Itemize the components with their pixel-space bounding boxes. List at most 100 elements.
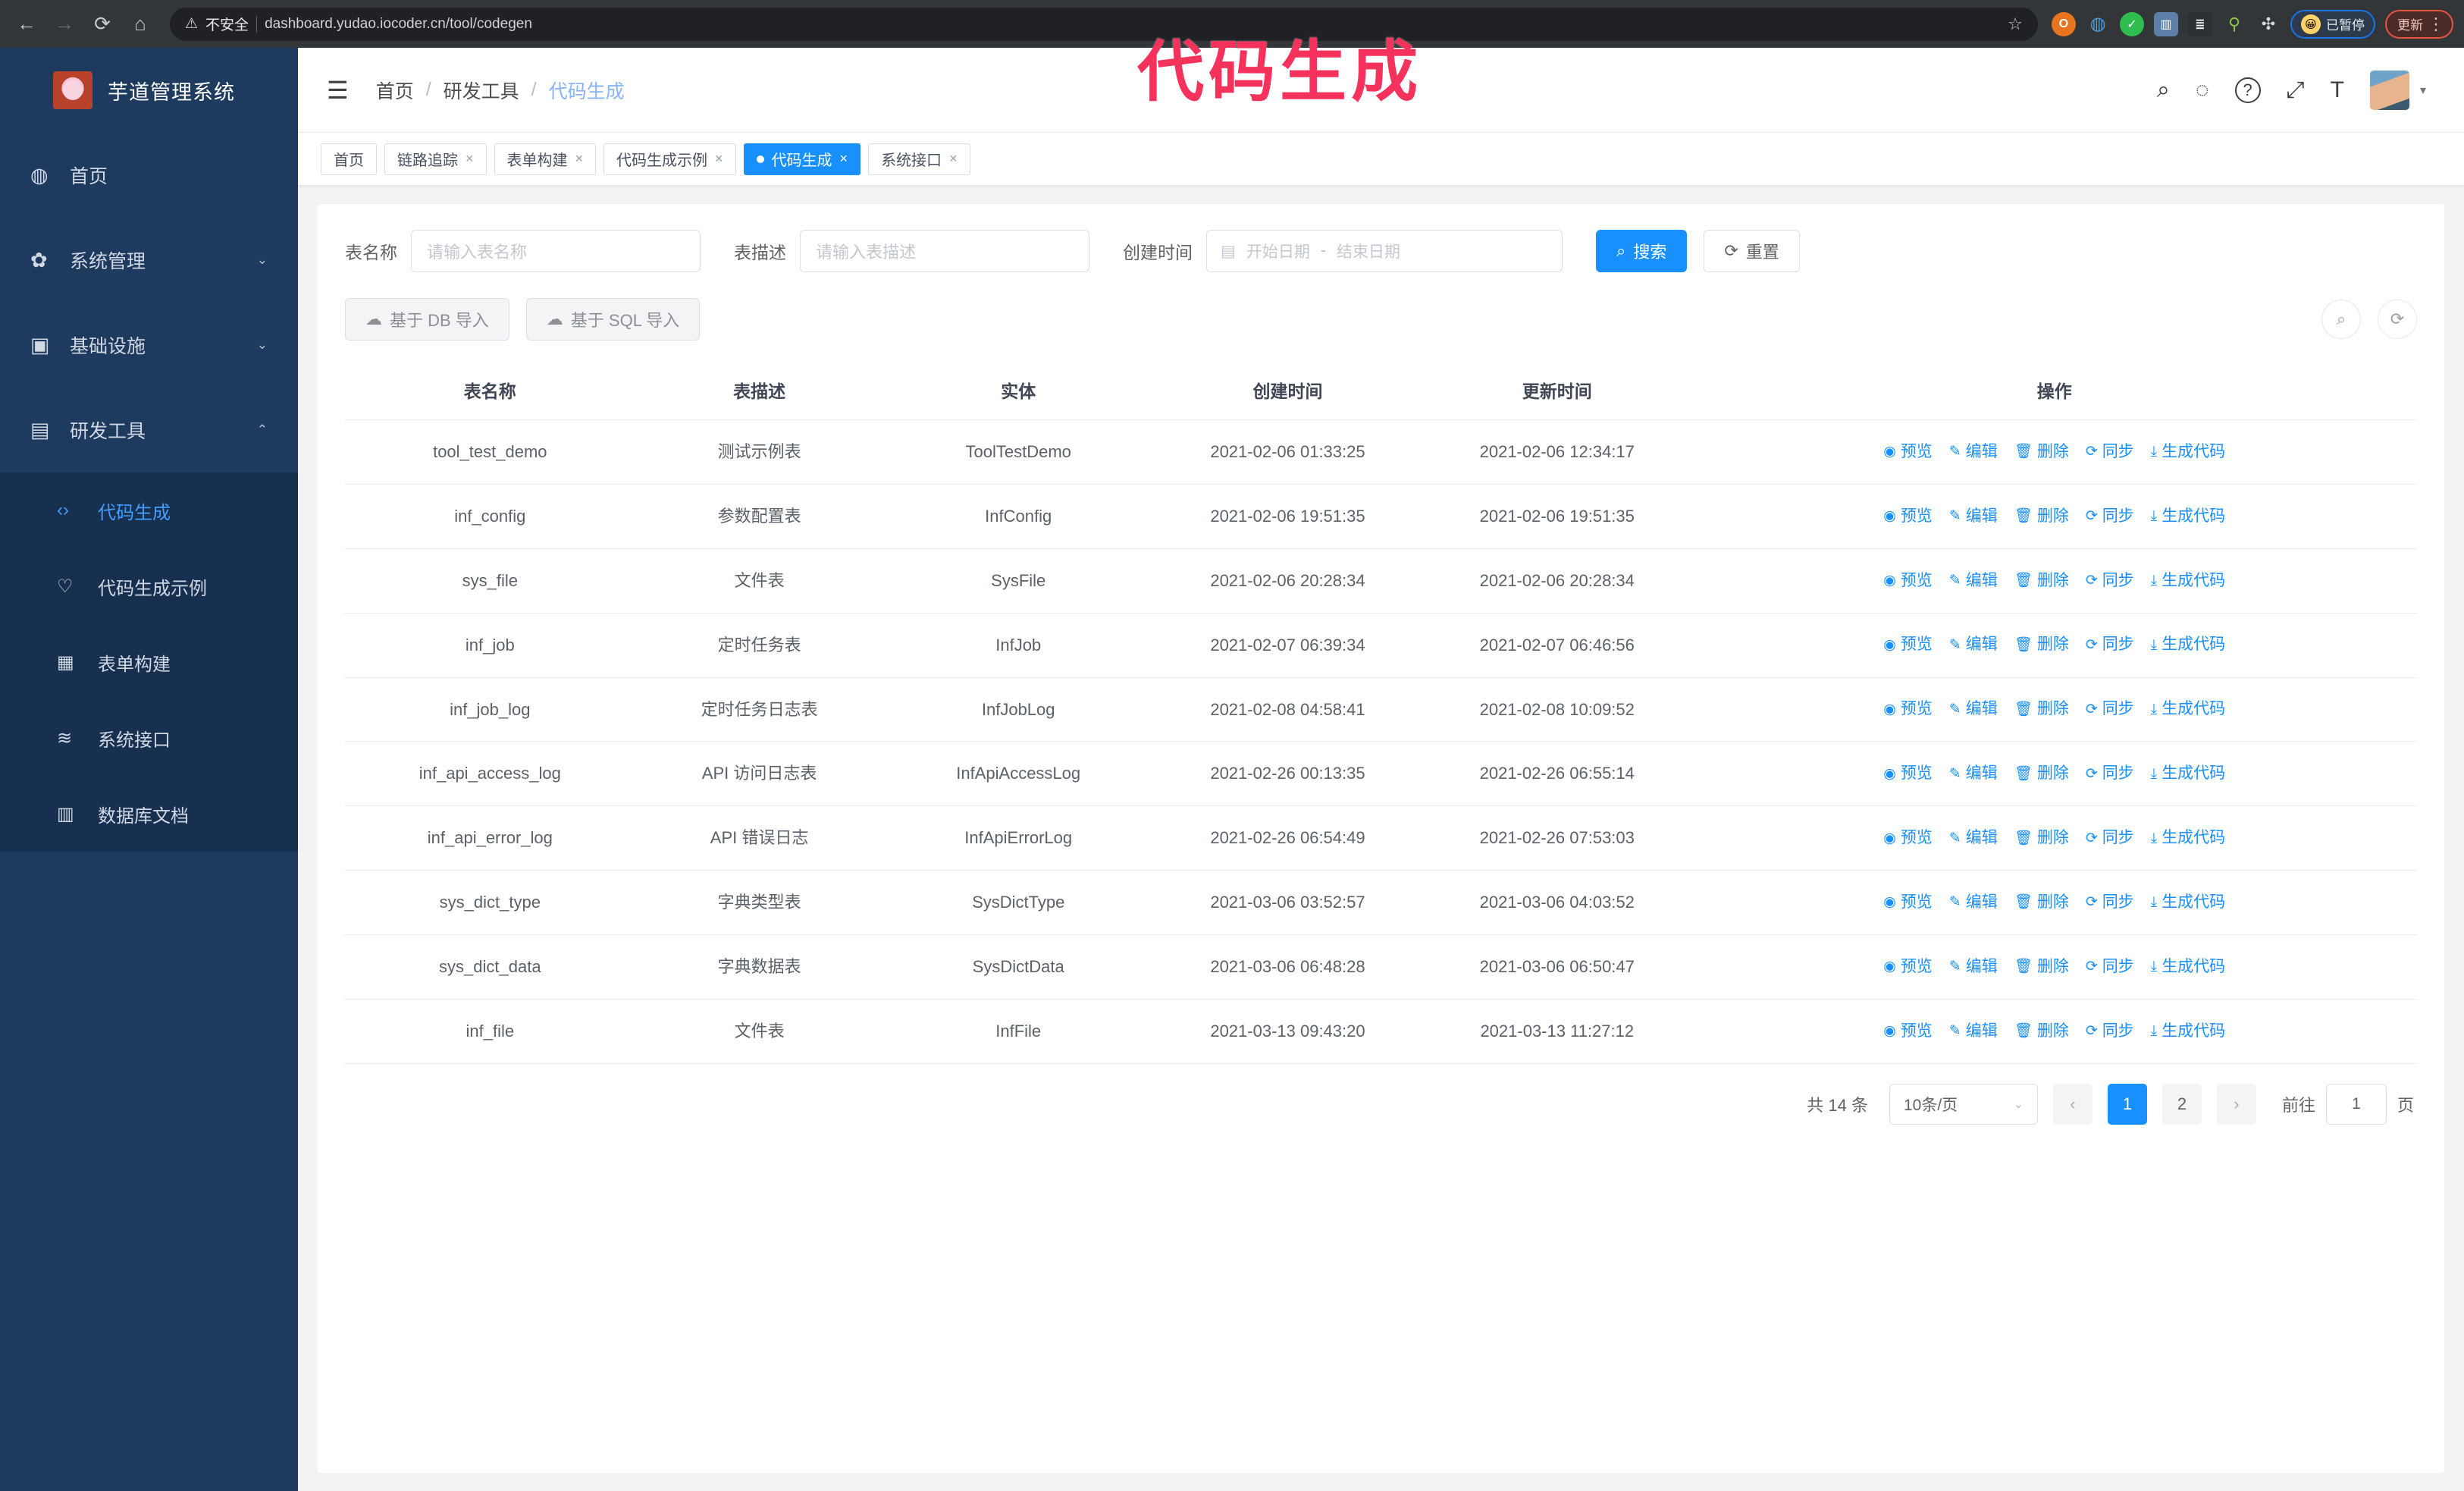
edit-action-button[interactable]: ✎ 编辑: [1949, 1020, 1998, 1043]
chevron-down-icon[interactable]: ▾: [2419, 83, 2426, 97]
next-page-button[interactable]: ›: [2216, 1083, 2256, 1125]
avatar[interactable]: [2369, 70, 2409, 110]
update-pill[interactable]: 更新 ⋮: [2385, 9, 2453, 39]
font-size-icon[interactable]: T: [2330, 77, 2344, 102]
sync-action-button[interactable]: ⟳ 同步: [2086, 827, 2134, 849]
brand[interactable]: 芋道管理系统: [0, 48, 298, 133]
browser-menu-icon[interactable]: ⋮: [2428, 14, 2444, 33]
page-button-2[interactable]: 2: [2161, 1083, 2202, 1125]
sync-action-button[interactable]: ⟳ 同步: [2086, 441, 2134, 463]
back-button[interactable]: ←: [17, 12, 36, 35]
tab-form-builder[interactable]: 表单构建 ×: [494, 143, 597, 175]
generate-code-action-button[interactable]: ⤓ 生成代码: [2151, 505, 2225, 528]
edit-action-button[interactable]: ✎ 编辑: [1949, 570, 1998, 592]
sidebar-item-form-builder[interactable]: ▦ 表单构建: [0, 624, 298, 700]
reload-button[interactable]: ⟳: [94, 12, 111, 35]
fullscreen-icon[interactable]: ⤢: [2286, 77, 2305, 102]
paused-extension-pill[interactable]: 😀 已暂停: [2290, 9, 2375, 39]
import-from-sql-button[interactable]: ☁ 基于 SQL 导入: [525, 298, 701, 341]
delete-action-button[interactable]: 🗑 删除: [2014, 570, 2069, 592]
edit-action-button[interactable]: ✎ 编辑: [1949, 633, 1998, 656]
github-icon[interactable]: ◌: [2195, 77, 2209, 102]
password-manager-extension-icon[interactable]: O: [2052, 11, 2076, 36]
delete-action-button[interactable]: 🗑 删除: [2014, 505, 2069, 528]
address-bar[interactable]: ⚠ 不安全 dashboard.yudao.iocoder.cn/tool/co…: [170, 7, 2038, 41]
sync-action-button[interactable]: ⟳ 同步: [2086, 1020, 2134, 1043]
page-size-select[interactable]: 10条/页 ⌄: [1889, 1083, 2038, 1125]
search-button[interactable]: ⌕ 搜索: [1596, 230, 1688, 272]
generate-code-action-button[interactable]: ⤓ 生成代码: [2151, 570, 2225, 592]
close-icon[interactable]: ×: [715, 151, 723, 166]
generate-code-action-button[interactable]: ⤓ 生成代码: [2151, 956, 2225, 978]
search-icon[interactable]: ⌕: [2157, 77, 2170, 102]
json-viewer-extension-icon[interactable]: ≣: [2188, 11, 2212, 36]
date-range-picker[interactable]: ▤ 开始日期 - 结束日期: [1206, 230, 1563, 272]
sidebar-item-infrastructure[interactable]: ▣ 基础设施 ⌄: [0, 303, 298, 388]
bookmarks-extension-icon[interactable]: ▥: [2154, 11, 2178, 36]
close-icon[interactable]: ×: [949, 151, 958, 166]
help-icon[interactable]: ?: [2234, 77, 2261, 103]
end-date-input[interactable]: 结束日期: [1336, 243, 1400, 261]
tab-trace[interactable]: 链路追踪 ×: [384, 143, 487, 175]
preview-action-button[interactable]: ◉ 预览: [1883, 441, 1933, 463]
edit-action-button[interactable]: ✎ 编辑: [1949, 956, 1998, 978]
preview-action-button[interactable]: ◉ 预览: [1883, 1020, 1933, 1043]
preview-action-button[interactable]: ◉ 预览: [1883, 698, 1933, 720]
import-from-db-button[interactable]: ☁ 基于 DB 导入: [345, 298, 509, 341]
delete-action-button[interactable]: 🗑 删除: [2014, 1020, 2069, 1043]
refresh-table-button[interactable]: ⟳: [2378, 300, 2417, 339]
generate-code-action-button[interactable]: ⤓ 生成代码: [2151, 633, 2225, 656]
sidebar-item-system-management[interactable]: ✿ 系统管理 ⌄: [0, 218, 298, 303]
table-desc-input[interactable]: 请输入表描述: [800, 230, 1089, 272]
close-icon[interactable]: ×: [466, 151, 474, 166]
sidebar-item-system-api[interactable]: ≋ 系统接口: [0, 700, 298, 776]
sidebar-item-home[interactable]: ◍ 首页: [0, 133, 298, 218]
delete-action-button[interactable]: 🗑 删除: [2014, 891, 2069, 914]
sidebar-item-codegen[interactable]: ‹› 代码生成: [0, 472, 298, 548]
sync-action-button[interactable]: ⟳ 同步: [2086, 698, 2134, 720]
toggle-search-button[interactable]: ⌕: [2321, 300, 2361, 339]
delete-action-button[interactable]: 🗑 删除: [2014, 956, 2069, 978]
page-button-1[interactable]: 1: [2107, 1083, 2147, 1125]
generate-code-action-button[interactable]: ⤓ 生成代码: [2151, 762, 2225, 785]
sidebar-item-database-doc[interactable]: ▥ 数据库文档: [0, 776, 298, 852]
pin-extension-icon[interactable]: ⚲: [2227, 14, 2241, 33]
forward-button[interactable]: →: [55, 12, 74, 35]
sync-action-button[interactable]: ⟳ 同步: [2086, 956, 2134, 978]
bookmark-star-icon[interactable]: ☆: [2008, 14, 2023, 33]
edit-action-button[interactable]: ✎ 编辑: [1949, 827, 1998, 849]
close-icon[interactable]: ×: [839, 151, 848, 166]
preview-action-button[interactable]: ◉ 预览: [1883, 570, 1933, 592]
edit-action-button[interactable]: ✎ 编辑: [1949, 505, 1998, 528]
sync-action-button[interactable]: ⟳ 同步: [2086, 762, 2134, 785]
prev-page-button[interactable]: ‹: [2052, 1083, 2093, 1125]
puzzle-extension-icon[interactable]: ✣: [2261, 14, 2276, 33]
delete-action-button[interactable]: 🗑 删除: [2014, 827, 2069, 849]
sync-action-button[interactable]: ⟳ 同步: [2086, 505, 2134, 528]
breadcrumb-item-codegen[interactable]: 代码生成: [548, 80, 625, 102]
tab-system-api[interactable]: 系统接口 ×: [868, 143, 970, 175]
breadcrumb-item-dev-tools[interactable]: 研发工具: [443, 80, 519, 102]
preview-action-button[interactable]: ◉ 预览: [1883, 956, 1933, 978]
delete-action-button[interactable]: 🗑 删除: [2014, 698, 2069, 720]
preview-action-button[interactable]: ◉ 预览: [1883, 891, 1933, 914]
shield-check-extension-icon[interactable]: ✓: [2120, 11, 2144, 36]
generate-code-action-button[interactable]: ⤓ 生成代码: [2151, 698, 2225, 720]
tab-codegen[interactable]: 代码生成 ×: [743, 143, 861, 175]
reset-button[interactable]: ⟳ 重置: [1704, 230, 1800, 272]
generate-code-action-button[interactable]: ⤓ 生成代码: [2151, 827, 2225, 849]
preview-action-button[interactable]: ◉ 预览: [1883, 633, 1933, 656]
delete-action-button[interactable]: 🗑 删除: [2014, 762, 2069, 785]
generate-code-action-button[interactable]: ⤓ 生成代码: [2151, 891, 2225, 914]
goto-page-input[interactable]: 1: [2325, 1083, 2387, 1125]
sidebar-toggle-icon[interactable]: ☰: [327, 76, 349, 104]
delete-action-button[interactable]: 🗑 删除: [2014, 633, 2069, 656]
start-date-input[interactable]: 开始日期: [1246, 243, 1310, 261]
bulb-extension-icon[interactable]: ◍: [2089, 14, 2106, 34]
sidebar-item-dev-tools[interactable]: ▤ 研发工具 ⌃: [0, 388, 298, 472]
preview-action-button[interactable]: ◉ 预览: [1883, 827, 1933, 849]
preview-action-button[interactable]: ◉ 预览: [1883, 762, 1933, 785]
edit-action-button[interactable]: ✎ 编辑: [1949, 762, 1998, 785]
tab-codegen-demo[interactable]: 代码生成示例 ×: [603, 143, 736, 175]
tab-home[interactable]: 首页: [321, 143, 377, 175]
